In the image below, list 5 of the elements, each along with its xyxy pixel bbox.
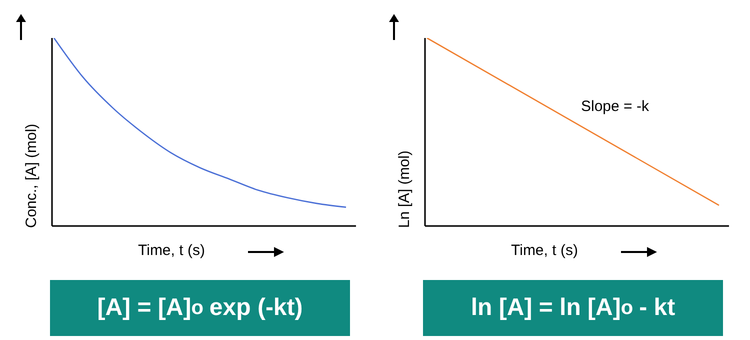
annotation: Slope = -k	[581, 98, 649, 115]
x-axis-title: Time, t (s)	[138, 242, 205, 259]
y-axis-title: Conc., [A] (mol)	[22, 124, 40, 228]
y-axis-title: Ln [A] (mol)	[396, 150, 412, 228]
x-axis-title: Time, t (s)	[511, 242, 578, 259]
